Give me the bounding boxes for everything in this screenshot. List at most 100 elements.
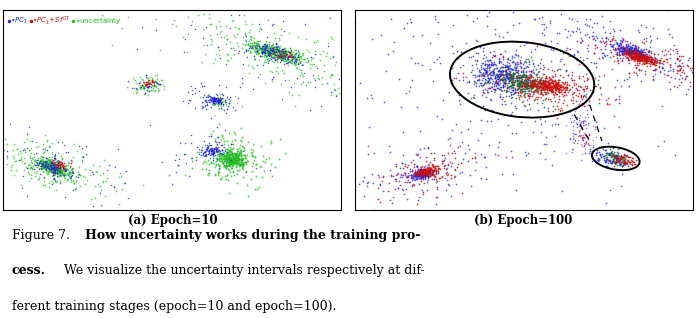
Point — [288, 54, 299, 59]
Point — [421, 167, 432, 172]
Point — [277, 48, 288, 53]
Point — [634, 53, 645, 59]
Point — [420, 169, 432, 175]
Point — [580, 92, 592, 97]
Point — [548, 82, 559, 87]
Point — [644, 57, 655, 62]
Point — [413, 167, 425, 172]
Point — [502, 72, 513, 77]
Point — [492, 81, 503, 86]
Point — [236, 166, 247, 171]
Point — [601, 156, 612, 161]
Point — [280, 52, 291, 57]
Point — [557, 81, 569, 86]
Point — [416, 168, 427, 173]
Point — [258, 48, 269, 53]
Point — [257, 49, 268, 54]
Point — [413, 60, 424, 65]
Point — [624, 54, 635, 59]
Point — [257, 47, 268, 52]
Point — [633, 56, 644, 61]
Point — [392, 103, 403, 108]
Point — [519, 90, 530, 95]
Point — [24, 165, 35, 170]
Point — [541, 24, 552, 30]
Point — [521, 80, 532, 85]
Point — [142, 80, 153, 85]
Point — [623, 48, 634, 53]
Point — [546, 77, 557, 82]
Point — [480, 69, 491, 74]
Point — [599, 41, 610, 46]
Point — [621, 52, 632, 57]
Point — [267, 52, 278, 57]
Point — [269, 57, 280, 62]
Point — [629, 52, 640, 57]
Point — [270, 56, 281, 61]
Point — [283, 56, 294, 61]
Point — [283, 54, 294, 59]
Point — [258, 44, 269, 49]
Point — [609, 153, 620, 158]
Point — [654, 60, 665, 65]
Point — [610, 154, 622, 159]
Point — [309, 75, 320, 80]
Point — [429, 173, 440, 178]
Point — [603, 158, 615, 163]
Point — [193, 151, 205, 156]
Point — [216, 96, 227, 101]
Point — [500, 68, 511, 73]
Point — [38, 164, 49, 169]
Point — [274, 49, 285, 54]
Point — [246, 34, 257, 39]
Point — [505, 75, 516, 80]
Point — [219, 107, 230, 113]
Point — [204, 152, 215, 157]
Point — [599, 46, 610, 52]
Point — [425, 105, 436, 110]
Point — [230, 152, 242, 157]
Point — [413, 152, 424, 157]
Point — [418, 172, 429, 177]
Point — [292, 53, 303, 58]
Point — [225, 158, 236, 163]
Point — [505, 80, 516, 85]
Point — [45, 169, 56, 174]
Point — [231, 157, 242, 162]
Point — [416, 173, 427, 178]
Point — [549, 134, 560, 139]
Point — [376, 32, 387, 38]
Point — [477, 104, 488, 109]
Point — [482, 89, 493, 94]
Point — [613, 43, 624, 48]
Point — [606, 150, 617, 155]
Point — [553, 86, 564, 91]
Point — [514, 78, 525, 83]
Point — [212, 100, 223, 105]
Point — [629, 49, 640, 54]
Point — [639, 52, 650, 57]
Point — [419, 172, 430, 177]
Point — [261, 49, 272, 54]
Point — [227, 156, 238, 161]
Point — [336, 41, 347, 46]
Point — [522, 78, 533, 83]
Point — [49, 153, 61, 158]
Point — [267, 48, 278, 53]
Point — [488, 62, 499, 67]
Point — [521, 69, 532, 74]
Point — [635, 79, 646, 84]
Point — [447, 66, 458, 71]
Point — [494, 93, 505, 98]
Point — [228, 159, 239, 164]
Point — [262, 45, 274, 51]
Point — [45, 167, 56, 172]
Point — [262, 50, 274, 55]
Point — [540, 84, 551, 89]
Point — [626, 47, 637, 52]
Point — [141, 81, 152, 86]
Point — [520, 90, 531, 95]
Point — [628, 55, 639, 60]
Point — [516, 85, 527, 90]
Point — [509, 87, 521, 92]
